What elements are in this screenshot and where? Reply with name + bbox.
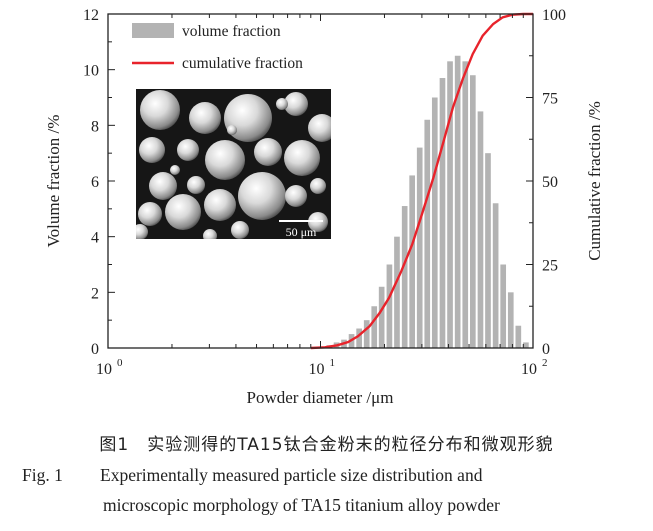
x-tick-label-exponent: 1	[330, 357, 336, 369]
volume-bar	[454, 55, 461, 348]
powder-particle	[205, 140, 245, 180]
volume-bar	[363, 320, 370, 348]
legend-line-label: cumulative fraction	[182, 55, 303, 72]
figure-caption-text-1: Experimentally measured particle size di…	[100, 465, 483, 485]
left-y-tick-label: 10	[83, 63, 99, 80]
x-axis-label: Powder diameter /μm	[247, 388, 394, 407]
right-y-tick-label: 0	[542, 341, 550, 358]
powder-particle	[238, 172, 286, 220]
x-tick-label-exponent: 0	[117, 357, 123, 369]
volume-bar	[356, 328, 362, 348]
figure-caption-english-line-1: Fig. 1 Experimentally measured particle s…	[22, 465, 642, 486]
legend: volume fraction cumulative fraction	[132, 23, 303, 72]
left-y-tick-label: 6	[91, 174, 99, 191]
volume-bar	[386, 264, 393, 348]
right-y-tick-label: 75	[542, 91, 558, 108]
left-y-tick-label: 8	[91, 118, 99, 135]
volume-bar	[439, 78, 446, 349]
right-y-tick-label: 25	[542, 258, 558, 275]
volume-bar	[462, 61, 469, 349]
powder-particle	[285, 185, 307, 207]
powder-particle	[138, 202, 162, 226]
x-tick-label: 10	[309, 361, 325, 378]
x-tick-label: 10	[521, 361, 537, 378]
powder-particle	[165, 194, 201, 230]
volume-bar	[378, 286, 385, 348]
powder-particle	[254, 138, 282, 166]
axis-ticks	[107, 13, 533, 349]
powder-particle	[189, 102, 221, 134]
volume-bar	[515, 325, 522, 348]
powder-particle	[149, 172, 177, 200]
figure-caption-chinese: 图1 实验测得的TA15钛合金粉末的粒径分布和微观形貌	[99, 435, 554, 455]
powder-particle	[177, 139, 199, 161]
legend-bar-label: volume fraction	[182, 23, 281, 40]
powder-particle	[203, 229, 217, 239]
volume-bar	[477, 111, 484, 349]
powder-particle	[227, 125, 237, 135]
volume-bar	[424, 119, 431, 349]
powder-particle	[140, 90, 180, 130]
powder-particle	[310, 178, 326, 194]
volume-bar	[416, 147, 423, 348]
volume-bar	[401, 206, 408, 348]
volume-bar	[447, 61, 453, 349]
volume-fraction-bars	[326, 55, 529, 349]
volume-bar	[431, 97, 438, 348]
sem-micrograph-inset: 50 μm	[136, 89, 331, 239]
volume-bar	[492, 203, 499, 348]
volume-bar	[485, 153, 491, 348]
left-y-tick-label: 4	[91, 230, 99, 247]
left-y-tick-label: 2	[91, 285, 99, 302]
volume-bar	[371, 306, 378, 348]
volume-bar	[409, 175, 415, 348]
right-y-tick-label: 100	[542, 7, 566, 24]
powder-particle	[204, 189, 236, 221]
scale-bar-label: 50 μm	[286, 225, 317, 239]
x-tick-label-exponent: 2	[542, 357, 548, 369]
volume-bar	[500, 264, 507, 348]
right-y-axis-label: Cumulative fraction /%	[585, 101, 604, 261]
powder-particle	[139, 137, 165, 163]
powder-particle	[284, 92, 308, 116]
x-tick-label: 10	[96, 361, 112, 378]
powder-particle	[276, 98, 288, 110]
left-y-axis-label: Volume fraction /%	[44, 115, 63, 248]
left-y-tick-label: 12	[83, 7, 99, 24]
volume-bar	[523, 342, 529, 348]
volume-bar	[469, 75, 476, 348]
left-y-tick-label: 0	[91, 341, 99, 358]
powder-particle	[136, 224, 148, 239]
powder-particle	[284, 140, 320, 176]
figure-caption-english-line-2: microscopic morphology of TA15 titanium …	[103, 495, 500, 515]
legend-bar-swatch	[132, 23, 174, 38]
figure-caption-label: Fig. 1	[22, 465, 63, 485]
powder-particle	[170, 165, 180, 175]
volume-bar	[394, 236, 400, 348]
powder-particle	[231, 221, 249, 239]
powder-particle	[308, 114, 331, 142]
right-y-tick-label: 50	[542, 174, 558, 191]
powder-particle	[187, 176, 205, 194]
cumulative-fraction-line	[310, 12, 533, 350]
volume-bar	[507, 292, 514, 348]
